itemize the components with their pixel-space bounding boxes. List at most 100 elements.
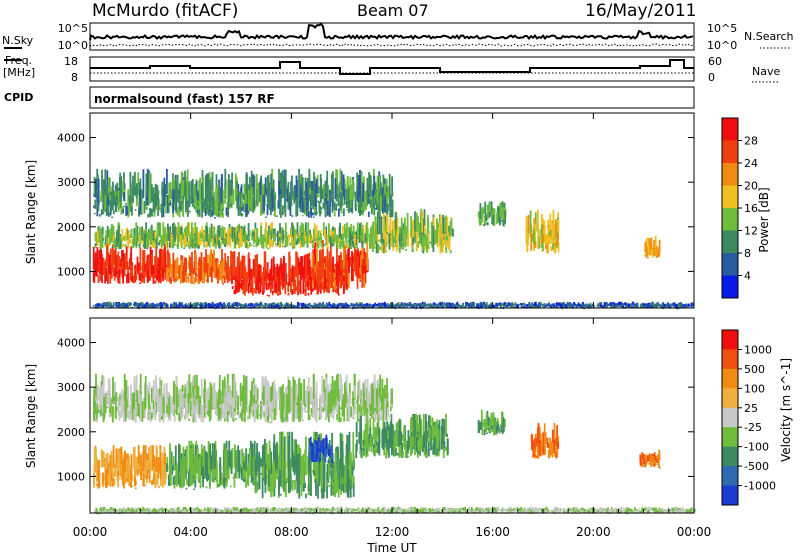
data-cell (184, 303, 187, 306)
data-cell (260, 301, 262, 305)
data-cell (228, 233, 231, 237)
colorbar-swatch (722, 185, 738, 209)
data-cell (273, 284, 276, 287)
data-cell (647, 305, 650, 307)
data-cell (371, 230, 374, 252)
data-cell (102, 451, 105, 468)
data-cell (396, 303, 398, 306)
data-cell (131, 475, 134, 482)
data-cell (341, 184, 344, 204)
data-cell (533, 228, 535, 245)
data-cell (233, 473, 236, 488)
data-cell (214, 238, 217, 244)
data-cell (254, 240, 257, 242)
data-cell (107, 252, 110, 268)
data-cell (118, 302, 120, 307)
data-cell (139, 247, 142, 271)
data-cell (325, 265, 328, 267)
data-cell (295, 199, 298, 217)
data-cell (144, 235, 146, 249)
data-cell (187, 303, 190, 305)
data-cell (245, 237, 248, 241)
data-cell (143, 461, 145, 484)
data-cell (156, 185, 159, 201)
data-cell (146, 247, 149, 250)
data-cell (480, 301, 483, 306)
data-cell (250, 273, 253, 275)
data-cell (126, 234, 128, 241)
data-cell (147, 459, 150, 470)
data-cell (311, 181, 314, 200)
data-cell (393, 222, 395, 236)
data-cell (157, 190, 160, 196)
data-cell (205, 305, 207, 308)
data-cell (124, 305, 127, 307)
data-cell (340, 191, 342, 209)
data-cell (278, 267, 280, 292)
data-cell (272, 256, 275, 282)
data-cell (383, 301, 386, 306)
data-cell (642, 306, 644, 308)
data-cell (186, 171, 189, 201)
data-cell (185, 245, 188, 247)
data-cell (104, 244, 107, 247)
data-cell (175, 197, 178, 214)
data-cell (172, 189, 175, 201)
data-cell (180, 259, 183, 271)
data-cell (226, 272, 229, 280)
data-cell (555, 222, 558, 248)
data-cell (262, 272, 265, 275)
data-cell (152, 477, 155, 485)
data-cell (516, 304, 519, 308)
data-cell (242, 306, 244, 308)
data-cell (602, 306, 604, 308)
data-cell (443, 234, 446, 238)
data-cell (107, 197, 109, 205)
data-cell (188, 304, 190, 308)
data-cell (218, 181, 221, 197)
data-cell (653, 247, 656, 256)
data-cell (313, 223, 316, 239)
colorbar-tick-label: 20 (744, 180, 758, 193)
data-cell (234, 246, 237, 249)
data-cell (209, 193, 212, 203)
data-cell (334, 227, 336, 242)
data-cell (118, 277, 121, 283)
data-cell (208, 254, 211, 269)
data-cell (209, 180, 211, 199)
data-cell (175, 259, 177, 279)
data-cell (156, 305, 158, 307)
data-cell (153, 467, 155, 474)
data-cell (333, 211, 336, 217)
data-cell (469, 302, 472, 306)
data-cell (630, 305, 633, 308)
data-cell (104, 259, 107, 276)
data-cell (127, 231, 130, 245)
data-cell (654, 235, 657, 247)
data-cell (675, 303, 678, 308)
data-cell (231, 252, 234, 274)
data-cell (153, 193, 156, 213)
data-cell (172, 305, 175, 307)
data-cell (304, 281, 307, 296)
data-cell (320, 207, 323, 210)
data-cell (245, 448, 248, 472)
data-cell (146, 237, 149, 249)
data-cell (156, 229, 159, 242)
data-cell (151, 208, 153, 217)
data-cell (170, 264, 173, 273)
data-cell (134, 209, 137, 211)
data-cell (237, 265, 240, 293)
data-cell (550, 246, 553, 252)
data-cell (306, 272, 308, 288)
data-cell (346, 209, 349, 211)
data-cell (136, 456, 138, 475)
data-cell (130, 483, 133, 488)
data-cell (613, 302, 616, 306)
data-cell (188, 222, 191, 237)
data-cell (676, 307, 678, 310)
data-cell (202, 261, 204, 268)
data-cell (219, 301, 222, 306)
data-cell (518, 304, 520, 306)
data-cell (376, 175, 379, 204)
